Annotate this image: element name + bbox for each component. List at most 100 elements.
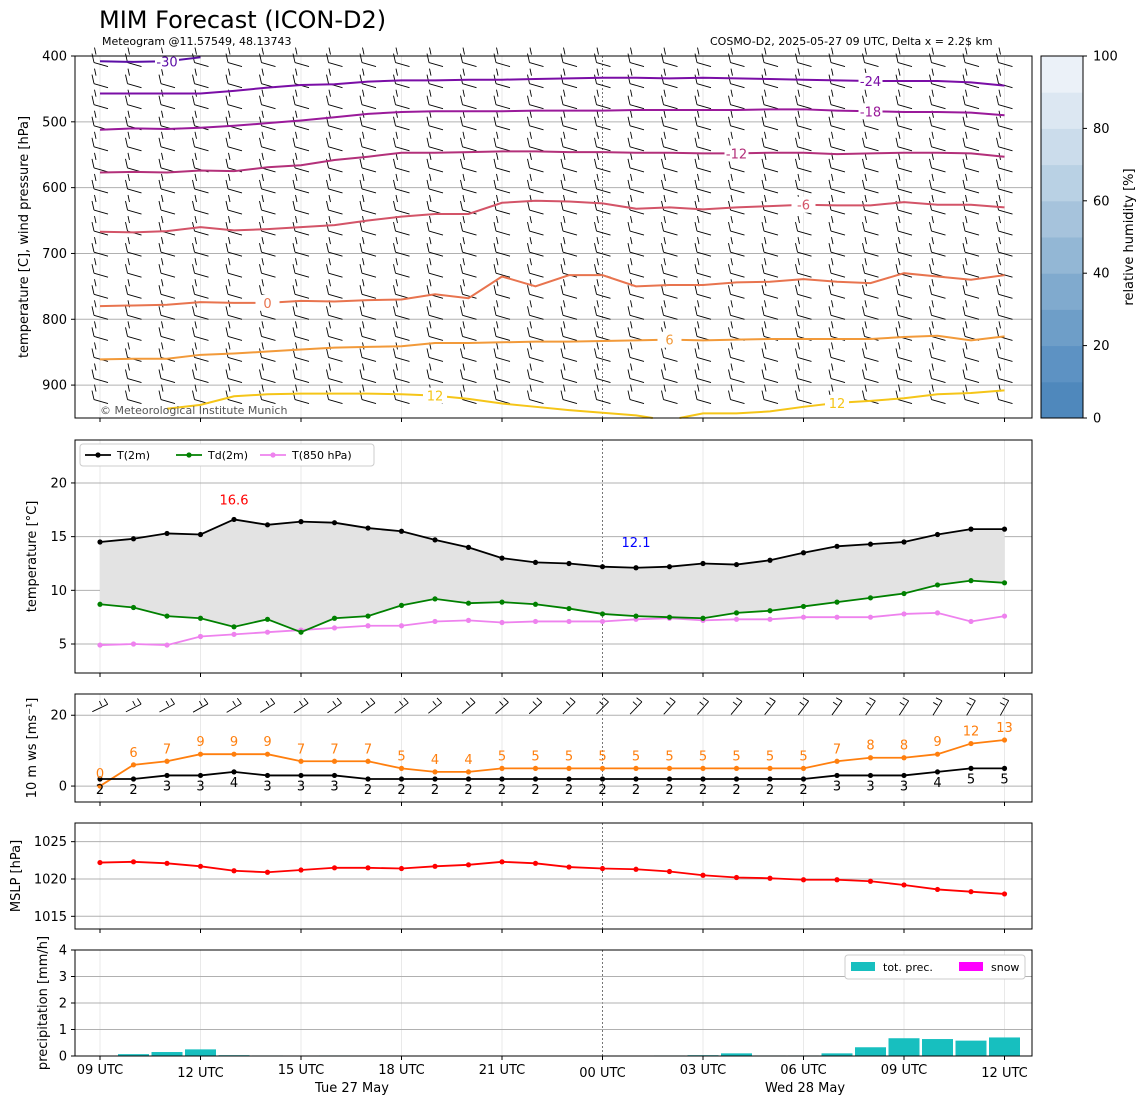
t2m-series-point (767, 557, 773, 563)
gust-series-point (365, 758, 371, 764)
gust-series-point (398, 765, 405, 771)
wind-barb (359, 89, 377, 110)
mean-wind-series-point (700, 776, 706, 782)
wind-barb-10m (966, 697, 976, 716)
wind-barb (292, 194, 310, 215)
contour-label: -12 (726, 147, 747, 162)
t850-series-point (901, 611, 907, 617)
wind-barb (192, 258, 209, 278)
wind-barb-10m (898, 697, 910, 716)
wind-barb (795, 47, 812, 68)
gust-series-point (465, 769, 472, 775)
t850-series-point (968, 618, 974, 625)
mean-wind-series-point (968, 765, 974, 771)
wind-barb (694, 300, 712, 320)
wind-barb (594, 173, 611, 194)
wind-barb (594, 321, 611, 341)
wind-barb (962, 342, 980, 362)
t850-series-point (1001, 613, 1008, 619)
wind-barb (527, 194, 544, 215)
wind-barb (761, 131, 779, 152)
contour-label-bg (155, 53, 179, 70)
wind-barb (91, 194, 109, 215)
wind-barb (527, 110, 544, 131)
contour-label: -30 (156, 55, 177, 70)
gust-value-label: 8 (866, 739, 874, 754)
wind-barb-10m (327, 697, 342, 714)
wind-barb (359, 279, 377, 299)
wind-barb (895, 342, 913, 362)
mean-wind-series-line (100, 767, 1005, 780)
wind-barb (694, 68, 712, 89)
wind-barb (694, 47, 712, 68)
wind-barb (728, 321, 745, 341)
wind-barb (426, 173, 444, 194)
wind-barb (661, 89, 678, 110)
wind-barb (661, 152, 678, 173)
t850-series-point (733, 616, 740, 622)
wind-barb (125, 258, 142, 278)
wind-barb (761, 384, 779, 405)
wind-barb (895, 47, 913, 68)
mean-wind-series-point (331, 772, 338, 779)
wind-barb (393, 89, 410, 110)
wind-barb (761, 258, 779, 278)
wind-barb-10m (125, 698, 142, 713)
mean-wind-series-point (633, 776, 639, 782)
mean-wind-series-point (499, 776, 505, 782)
wind-barb (460, 194, 477, 215)
wind-barb (359, 321, 377, 341)
wind-barb (259, 173, 276, 194)
mslp-series-point (264, 869, 271, 875)
t850-series-point (834, 614, 840, 620)
wind-barb (259, 321, 276, 341)
contour-label-bg (825, 394, 849, 411)
wind-barb-10m (461, 697, 476, 714)
wind-barb (627, 321, 645, 341)
gust-value-label: 6 (129, 746, 137, 761)
wind-barb (259, 237, 276, 257)
wind-barb (259, 258, 276, 278)
gust-value-label: 7 (364, 742, 372, 757)
wind-barb (862, 215, 879, 236)
wind-barb (929, 152, 946, 173)
wind-barb (125, 173, 142, 194)
wind-barb (292, 47, 310, 68)
mean-wind-series-point (566, 776, 572, 782)
wind-barb (661, 173, 678, 194)
wind-barb (527, 384, 544, 405)
precip-legend-box (844, 954, 1026, 980)
wind-barb (661, 258, 678, 278)
wind-barb (728, 237, 745, 257)
wind-barb (259, 89, 276, 110)
mean-wind-series-point (532, 776, 539, 782)
mean-wind-series-point (934, 769, 941, 775)
wind-barb (929, 173, 946, 194)
td2m-series-point (231, 624, 237, 630)
wind-barb (326, 237, 343, 257)
mslp-series-point (398, 865, 405, 872)
mean-wind-series-point (1001, 765, 1008, 771)
wind-barb (91, 89, 109, 110)
wind-barb (326, 89, 343, 110)
upper-ytick-label: 400 (42, 50, 67, 65)
t2m-series-point (432, 537, 438, 543)
wind-barb (493, 215, 511, 236)
gust-series-point (566, 765, 572, 771)
wind-barb (91, 237, 109, 257)
mslp-series-line (99, 860, 1005, 895)
gust-value-label: 5 (632, 749, 640, 764)
td2m-series-point (197, 615, 204, 621)
wind-barb (895, 279, 913, 299)
wind-barb (694, 110, 712, 131)
upper-ylabel: temperature [C], wind pressure [hPa] (17, 116, 32, 358)
temperature-contour-line (100, 76, 1005, 95)
td2m-series-point (264, 616, 271, 622)
wind-barb (728, 300, 745, 320)
precip-bar (888, 1038, 920, 1056)
gust-value-label: 5 (766, 749, 774, 764)
wind-barb (661, 131, 678, 152)
wind-barb (460, 321, 477, 341)
wind-barb (929, 110, 946, 131)
wind-barb-10m (629, 697, 643, 715)
